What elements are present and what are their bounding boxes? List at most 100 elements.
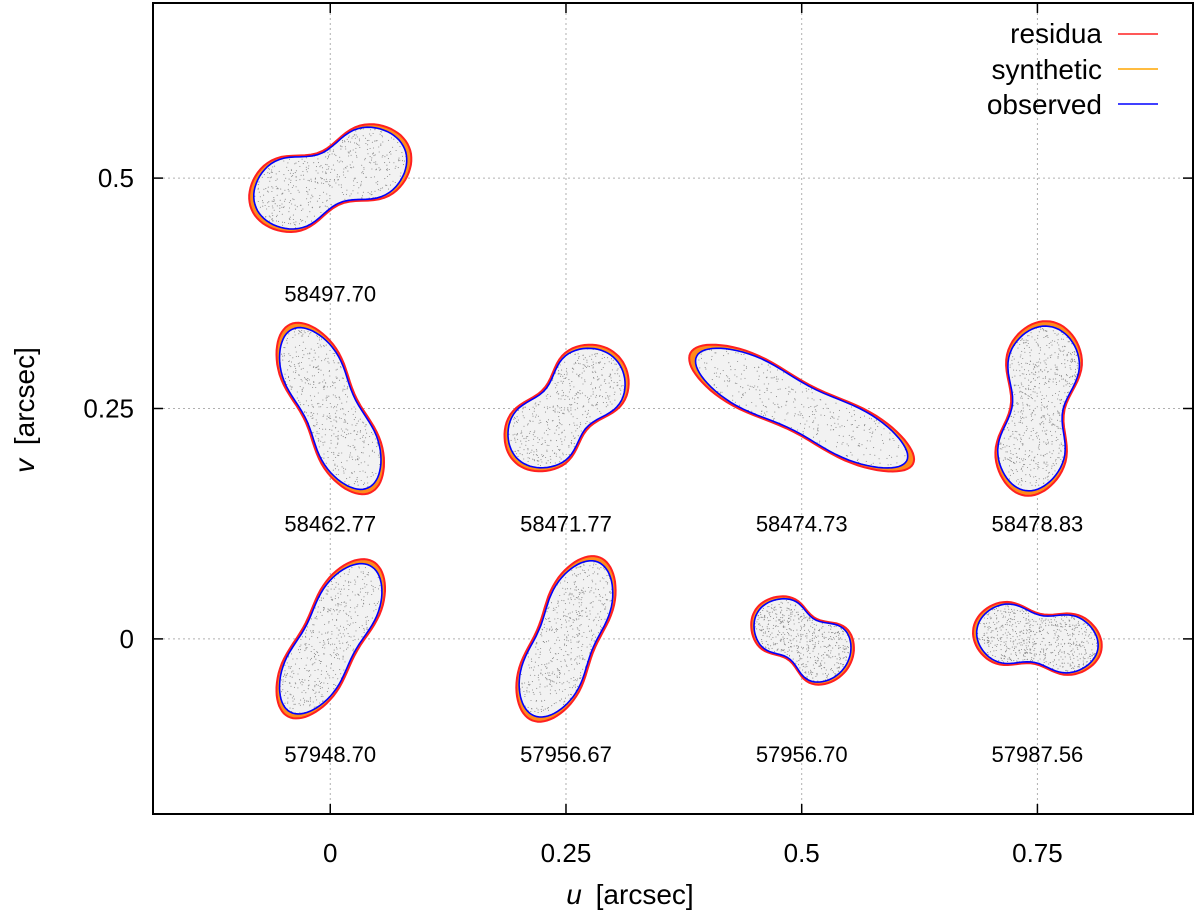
surface-dot <box>851 415 853 417</box>
surface-dot <box>555 455 557 457</box>
surface-dot <box>333 657 336 659</box>
surface-dot <box>299 625 301 627</box>
surface-dot <box>519 368 521 370</box>
surface-dot <box>717 411 719 413</box>
surface-dot <box>800 383 802 385</box>
surface-dot <box>295 372 297 374</box>
surface-dot <box>352 135 354 137</box>
surface-dot <box>810 366 812 368</box>
surface-dot <box>309 659 312 661</box>
surface-dot <box>700 416 702 418</box>
surface-dot <box>801 403 803 405</box>
surface-dot <box>1063 345 1065 347</box>
surface-dot <box>1029 355 1031 357</box>
surface-dot <box>874 429 877 431</box>
surface-dot <box>284 373 286 375</box>
surface-dot <box>1045 418 1047 420</box>
surface-dot <box>1028 335 1030 337</box>
surface-dot <box>261 200 264 202</box>
surface-dot <box>522 415 524 417</box>
surface-dot <box>345 612 347 614</box>
surface-dot <box>362 171 364 173</box>
surface-dot <box>258 166 260 168</box>
surface-dot <box>603 459 606 461</box>
surface-dot <box>521 454 523 456</box>
surface-dot <box>553 452 555 455</box>
surface-dot <box>1058 353 1060 355</box>
surface-dot <box>1021 443 1023 445</box>
surface-dot <box>807 453 809 455</box>
surface-dot <box>341 161 344 163</box>
surface-dot <box>574 461 576 463</box>
surface-dot <box>365 399 367 401</box>
surface-dot <box>263 188 265 190</box>
surface-dot <box>1067 410 1069 412</box>
surface-dot <box>539 419 541 421</box>
surface-dot <box>739 445 741 447</box>
surface-dot <box>525 440 527 442</box>
surface-dot <box>324 382 327 384</box>
surface-dot <box>1062 378 1065 380</box>
surface-dot <box>574 353 576 356</box>
surface-dot <box>1003 394 1005 396</box>
surface-dot <box>516 383 518 385</box>
surface-dot <box>373 382 375 384</box>
surface-dot <box>587 443 589 445</box>
surface-dot <box>292 174 294 177</box>
surface-dot <box>331 218 333 220</box>
surface-dot <box>327 631 329 633</box>
surface-dot <box>298 362 300 364</box>
surface-dot <box>848 411 851 414</box>
surface-dot <box>1024 458 1027 461</box>
surface-dot <box>792 448 794 450</box>
surface-dot <box>551 450 554 452</box>
surface-dot <box>732 399 734 401</box>
surface-dot <box>402 226 404 228</box>
surface-dot <box>1045 443 1047 446</box>
surface-dot <box>305 137 307 139</box>
surface-dot <box>902 363 904 365</box>
surface-dot <box>596 408 598 410</box>
surface-dot <box>1013 404 1015 406</box>
surface-dot <box>764 425 766 427</box>
surface-dot <box>329 150 331 152</box>
surface-dot <box>370 705 372 707</box>
surface-dot <box>338 209 340 211</box>
surface-dot <box>1073 400 1075 402</box>
surface-dot <box>587 409 590 411</box>
surface-dot <box>1011 363 1013 365</box>
surface-dot <box>1073 488 1075 490</box>
surface-dot <box>710 464 712 466</box>
surface-dot <box>1032 391 1034 393</box>
surface-dot <box>345 702 347 704</box>
surface-dot <box>287 467 289 469</box>
surface-dot <box>758 378 760 380</box>
surface-dot <box>381 223 383 225</box>
surface-dot <box>811 411 814 413</box>
surface-dot <box>1021 480 1023 482</box>
surface-dot <box>544 368 546 370</box>
surface-dot <box>357 697 359 700</box>
surface-dot <box>532 413 534 415</box>
surface-dot <box>608 382 610 384</box>
surface-dot <box>519 398 521 400</box>
surface-dot <box>574 401 576 403</box>
surface-dot <box>604 435 606 437</box>
surface-dot <box>356 222 358 225</box>
surface-dot <box>345 695 347 697</box>
surface-dot <box>706 428 709 430</box>
surface-dot <box>744 417 747 419</box>
surface-dot <box>1056 334 1058 336</box>
surface-dot <box>1013 416 1015 418</box>
surface-dot <box>392 127 394 128</box>
surface-dot <box>1013 384 1015 386</box>
surface-dot <box>396 127 398 129</box>
surface-dot <box>319 682 322 685</box>
surface-dot <box>293 686 296 688</box>
surface-dot <box>278 145 280 147</box>
surface-dot <box>352 180 355 182</box>
surface-dot <box>1071 351 1074 354</box>
surface-dot <box>402 192 405 194</box>
surface-dot <box>536 352 538 354</box>
surface-dot <box>362 393 364 395</box>
